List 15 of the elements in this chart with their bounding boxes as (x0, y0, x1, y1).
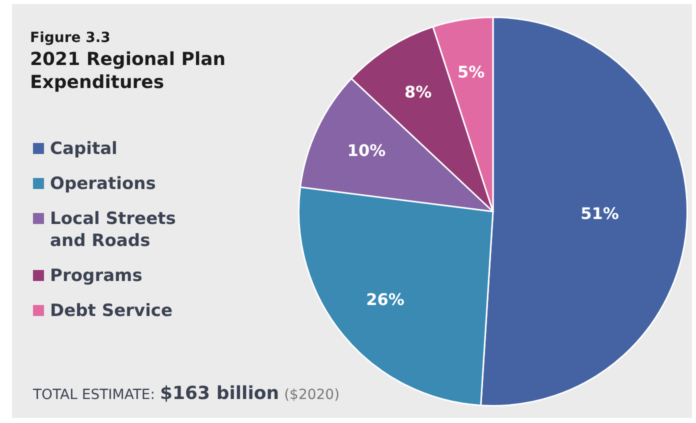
text: ($2020) (284, 387, 340, 403)
data-label: 8% (404, 82, 432, 102)
data-label: 26% (366, 290, 404, 309)
data-label: 51% (580, 204, 619, 224)
legend-label: Capital (50, 138, 118, 160)
legend-label: Operations (50, 173, 156, 195)
text: 2021 Regional Plan Expenditures (30, 48, 227, 94)
text: Figure 3.3 (30, 30, 112, 46)
legend-label: Debt Service (50, 300, 173, 322)
data-label: 5% (458, 62, 485, 82)
text: $163 billion (160, 383, 280, 404)
legend-label: Local Streets and Roads (50, 208, 177, 252)
data-label: 10% (347, 141, 386, 160)
legend-label: Programs (50, 265, 142, 287)
text: TOTAL ESTIMATE: (33, 387, 155, 403)
